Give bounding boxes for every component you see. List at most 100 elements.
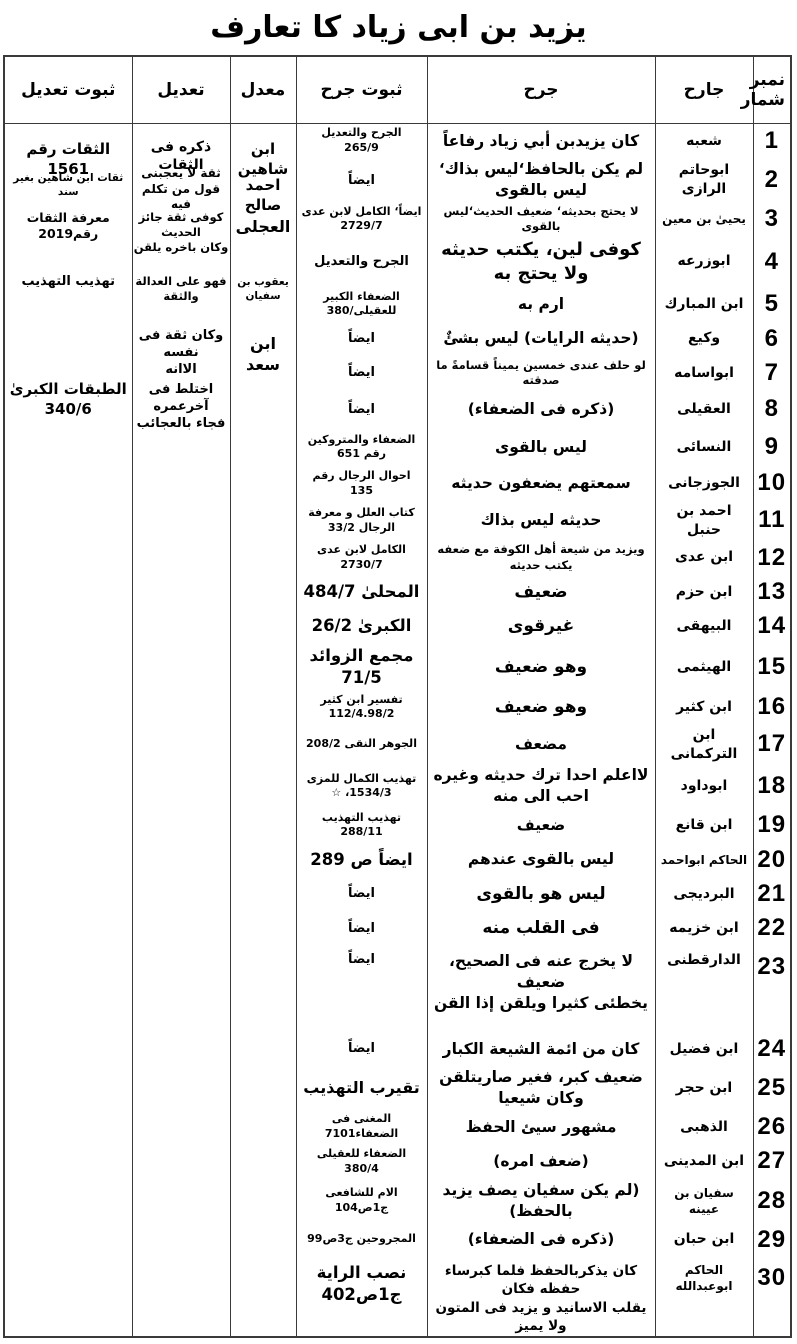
critic-name: الهيثمى: [654, 643, 754, 691]
criticism-proof: الضعفاء للعقيلى 380/4: [295, 1144, 428, 1179]
praiser-name: العجلى: [235, 217, 291, 236]
praise-proof: معرفة الثقات رقم2019: [26, 210, 110, 242]
criticism-text: ضعيف كبر، فغير صاريتلقن وكان شيعيا: [426, 1066, 656, 1111]
criticism-proof: المجروحين ج3ص99: [295, 1222, 428, 1258]
criticism-text: ارم به: [426, 287, 656, 322]
criticism-proof: تقيرب التهذيب: [295, 1066, 428, 1111]
table-row: 28 سفيان بن عيينه (لم يكن سفيان يصف يزيد ب…: [4, 1178, 792, 1223]
praiser-name: ابن شاهين: [237, 140, 289, 178]
criticism-proof: تهذيب الكمال للمزى 1534/3، ☆: [295, 764, 428, 809]
critic-name: ابن خزيمه: [654, 911, 754, 946]
criticism-text: لو حلف عندى خمسين يميناً قسامةً ما صدقته: [426, 356, 656, 391]
serial-number: 27: [752, 1144, 792, 1179]
header-criticism-proof: ثبوت جرح: [295, 55, 428, 124]
header-praise-proof: ثبوت تعديل: [3, 55, 133, 124]
critic-name: ابن حبان: [654, 1222, 754, 1258]
criticism-proof: الجرح والتعديل 265/9: [295, 123, 428, 159]
critic-name: ابن المبارك: [654, 287, 754, 322]
critic-name: النسائى: [654, 428, 754, 467]
serial-number: 28: [752, 1178, 792, 1223]
critic-name: ابن عدى: [654, 540, 754, 575]
praise-text: وكان ثقة فى نفسه الاانه: [138, 328, 224, 377]
rijal-evaluation-table: نمبر شمار جارح جرح ثبوت جرح معدل تعديل ث…: [3, 55, 792, 1338]
table-row: 26 الذهبى مشهور سيئ الحفظ المغنى فى الضعفاء…: [4, 1110, 792, 1145]
criticism-text: كان من ائمة الشيعة الكبار: [426, 1031, 656, 1067]
criticism-text: ليس بالقوى عندهم: [426, 842, 656, 878]
header-praiser: معدل: [229, 55, 297, 124]
criticism-text: (حديثه الرايات) ليس بشئٌ: [426, 321, 656, 356]
table-row: 14 البيهقى غيرقوى الكبرىٰ 26/2: [4, 609, 792, 644]
criticism-text: وهو ضعيف: [426, 690, 656, 725]
criticism-text: ليس بالقوى: [426, 428, 656, 467]
critic-name: احمد بن حنبل: [654, 500, 754, 541]
criticism-proof: الكامل لابن عدى 2730/7: [295, 540, 428, 575]
critic-name: الجوزجانى: [654, 466, 754, 501]
praiser-name: يعقوب بن سفيان: [237, 276, 289, 302]
serial-number: 9: [752, 428, 792, 467]
header-praise: تعديل: [131, 55, 231, 124]
serial-number: 17: [752, 724, 792, 765]
criticism-text: غيرقوى: [426, 609, 656, 644]
serial-number: 21: [752, 877, 792, 912]
serial-number: 30: [752, 1257, 792, 1337]
table-row: 16 ابن كثير وهو ضعيف تفسير ابن كثير 112/4.9…: [4, 690, 792, 725]
table-row: 7 ابواسامه لو حلف عندى خمسين يميناً قسامةً…: [4, 356, 792, 391]
header-criticism: جرح: [426, 55, 656, 124]
serial-number: 26: [752, 1110, 792, 1145]
criticism-text: كان يزيدبن أبي زياد رفاعاً: [426, 123, 656, 159]
serial-number: 18: [752, 764, 792, 809]
serial-number: 7: [752, 356, 792, 391]
table-row: 17 ابن التركمانى مضعف الجوهر النقى 208/2: [4, 724, 792, 765]
criticism-proof: المغنى فى الضعفاء7101: [295, 1110, 428, 1145]
criticism-text: فى القلب منه: [426, 911, 656, 946]
serial-number: 22: [752, 911, 792, 946]
criticism-text: لا يحتج بحديثه‘ ضعيف الحديث‘ليس بالقوى: [426, 202, 656, 237]
table-row: 5 ابن المبارك ارم به الضعفاء الكبير للعقيلى…: [4, 287, 792, 322]
criticism-text: (ضعف امره): [426, 1144, 656, 1179]
praise-text: ذكره فى الثقات: [150, 139, 212, 174]
table-row: 27 ابن المدينى (ضعف امره) الضعفاء للعقيلى 3…: [4, 1144, 792, 1179]
table-row: 10 الجوزجانى سمعتهم يضعفون حديثه احوال الرج…: [4, 466, 792, 501]
critic-name: البرديجى: [654, 877, 754, 912]
criticism-proof: احوال الرجال رقم 135: [295, 466, 428, 501]
critic-name: ابن المدينى: [654, 1144, 754, 1179]
criticism-proof: كتاب العلل و معرفة الرجال 33/2: [295, 500, 428, 541]
critic-name: ابن حجر: [654, 1066, 754, 1111]
serial-number: 13: [752, 574, 792, 610]
criticism-proof: الجوهر النقى 208/2: [295, 724, 428, 765]
criticism-proof: الضعفاء الكبير للعقيلى/380: [295, 287, 428, 322]
praise-column: ذكره فى الثقات ثقة لا يعجبنى قول من تكلم …: [131, 123, 231, 1337]
critic-name: ابواسامه: [654, 356, 754, 391]
table-row: 11 احمد بن حنبل حديثه ليس بذاك كتاب العلل و…: [4, 500, 792, 541]
criticism-text: وهو ضعيف: [426, 643, 656, 691]
critic-name: يحيىٰ بن معين: [654, 202, 754, 237]
criticism-text: مضعف: [426, 724, 656, 765]
table-row: 3 يحيىٰ بن معين لا يحتج بحديثه‘ ضعيف الحدي…: [4, 202, 792, 237]
praise-text: فهو على العدالة والثقة: [135, 274, 227, 303]
criticism-proof: مجمع الزوائد 71/5: [295, 643, 428, 691]
serial-number: 8: [752, 390, 792, 429]
critic-name: وكيع: [654, 321, 754, 356]
serial-number: 1: [752, 123, 792, 159]
critic-name: سفيان بن عيينه: [654, 1178, 754, 1223]
criticism-text: لا يخرج عنه فى الصحيح، ضعيف يخطئى كثيرا …: [426, 945, 656, 1032]
header-serial-number: نمبر شمار: [741, 55, 792, 124]
praise-proof: ثقات ابن شاهين بغير سند: [13, 172, 124, 198]
table-row: 13 ابن حزم ضعيف المحلىٰ 484/7: [4, 574, 792, 610]
criticism-text: لااعلم احدا ترك حديثه وغيره احب الى منه: [426, 764, 656, 809]
header-critic: جارح: [654, 55, 754, 124]
critic-name: الحاكم ابواحمد: [654, 842, 754, 878]
page-title: يزيد بن ابى زياد كا تعارف: [210, 10, 587, 45]
table-row: 20 الحاكم ابواحمد ليس بالقوى عندهم ايضاً ص …: [4, 842, 792, 878]
criticism-text: كان يذكربالحفظ فلما كبرساء حفظه فكان يقل…: [426, 1257, 656, 1337]
critic-name: ابوحاتم الرازى: [654, 158, 754, 203]
serial-number: 19: [752, 808, 792, 843]
criticism-proof: ايضاً‘ الكامل لابن عدى 2729/7: [295, 202, 428, 237]
criticism-proof: الضعفاء والمتروكين رقم 651: [295, 428, 428, 467]
serial-number: 11: [752, 500, 792, 541]
table-row: 4 ابوزرعه كوفى لين، يكتب حديثه ولا يحتج به…: [4, 236, 792, 288]
criticism-text: مشهور سيئ الحفظ: [426, 1110, 656, 1145]
serial-number: 16: [752, 690, 792, 725]
serial-number: 29: [752, 1222, 792, 1258]
criticism-text: (ذكره فى الضعفاء): [426, 390, 656, 429]
